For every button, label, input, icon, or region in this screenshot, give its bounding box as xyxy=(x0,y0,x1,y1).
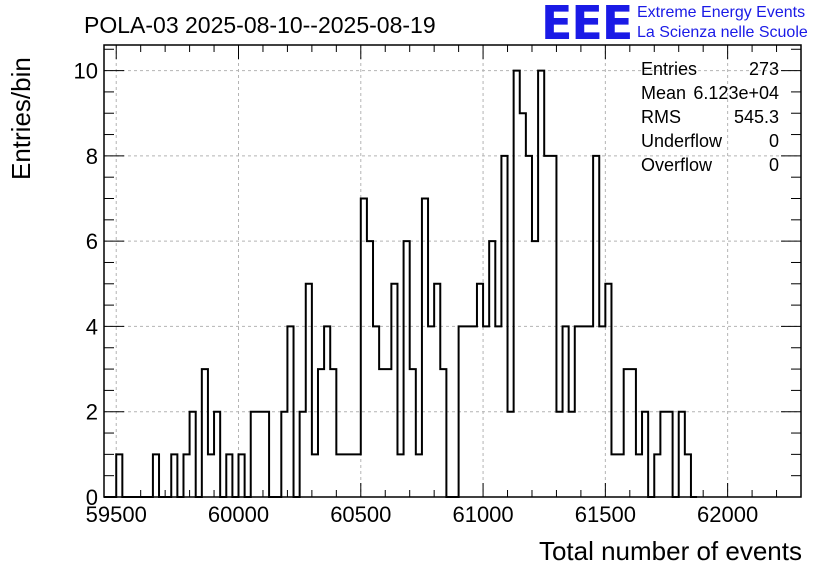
stat-rms-label: RMS xyxy=(641,107,681,127)
stat-entries-value: 273 xyxy=(748,59,779,79)
stat-mean: Mean 6.123e+04 xyxy=(641,83,781,107)
x-tick-label: 59500 xyxy=(86,502,147,527)
y-tick-label: 6 xyxy=(86,229,98,254)
x-tick-label: 61000 xyxy=(452,502,513,527)
tick-labels: 59500 60000 60500 61000 61500 62000 0 2 4 6 8 10 xyxy=(74,59,759,527)
x-tick-label: 60000 xyxy=(208,502,269,527)
axis-ticks xyxy=(104,45,802,498)
stat-rms: RMS 545.3 xyxy=(641,107,781,131)
stat-entries: Entries 273 xyxy=(641,59,781,83)
stat-mean-value: 6.123e+04 xyxy=(693,83,779,103)
stat-underflow: Underflow 0 xyxy=(641,131,781,155)
stat-overflow-label: Overflow xyxy=(641,155,713,175)
y-tick-label: 8 xyxy=(86,144,98,169)
stat-mean-label: Mean xyxy=(641,83,687,103)
stat-entries-label: Entries xyxy=(641,59,698,79)
y-tick-label: 0 xyxy=(86,485,98,510)
stat-overflow-value: 0 xyxy=(768,155,779,175)
y-tick-label: 4 xyxy=(86,314,98,339)
x-tick-label: 61500 xyxy=(575,502,636,527)
chart-title: POLA-03 2025-08-10--2025-08-19 xyxy=(84,12,436,38)
stat-overflow: Overflow 0 xyxy=(641,155,781,179)
logo-line-2: La Scienza nelle Scuole xyxy=(637,24,808,41)
x-axis-label: Total number of events xyxy=(538,536,802,566)
stat-rms-value: 545.3 xyxy=(733,107,779,127)
stats-box: Entries 273 Mean 6.123e+04 RMS 545.3 Und… xyxy=(641,59,781,179)
stat-underflow-value: 0 xyxy=(768,131,779,151)
stat-underflow-label: Underflow xyxy=(641,131,723,151)
histogram-outline xyxy=(104,69,698,498)
y-tick-label: 2 xyxy=(86,400,98,425)
y-tick-label: 10 xyxy=(74,59,98,84)
y-axis-label: Entries/bin xyxy=(6,57,36,180)
eee-logo: EEE xyxy=(541,0,633,50)
logo-line-1: Extreme Energy Events xyxy=(637,4,806,21)
y-axis-label-wrap: Entries/bin xyxy=(2,57,42,192)
x-tick-label: 62000 xyxy=(697,502,758,527)
x-tick-label: 60500 xyxy=(330,502,391,527)
plot-frame xyxy=(103,44,802,498)
